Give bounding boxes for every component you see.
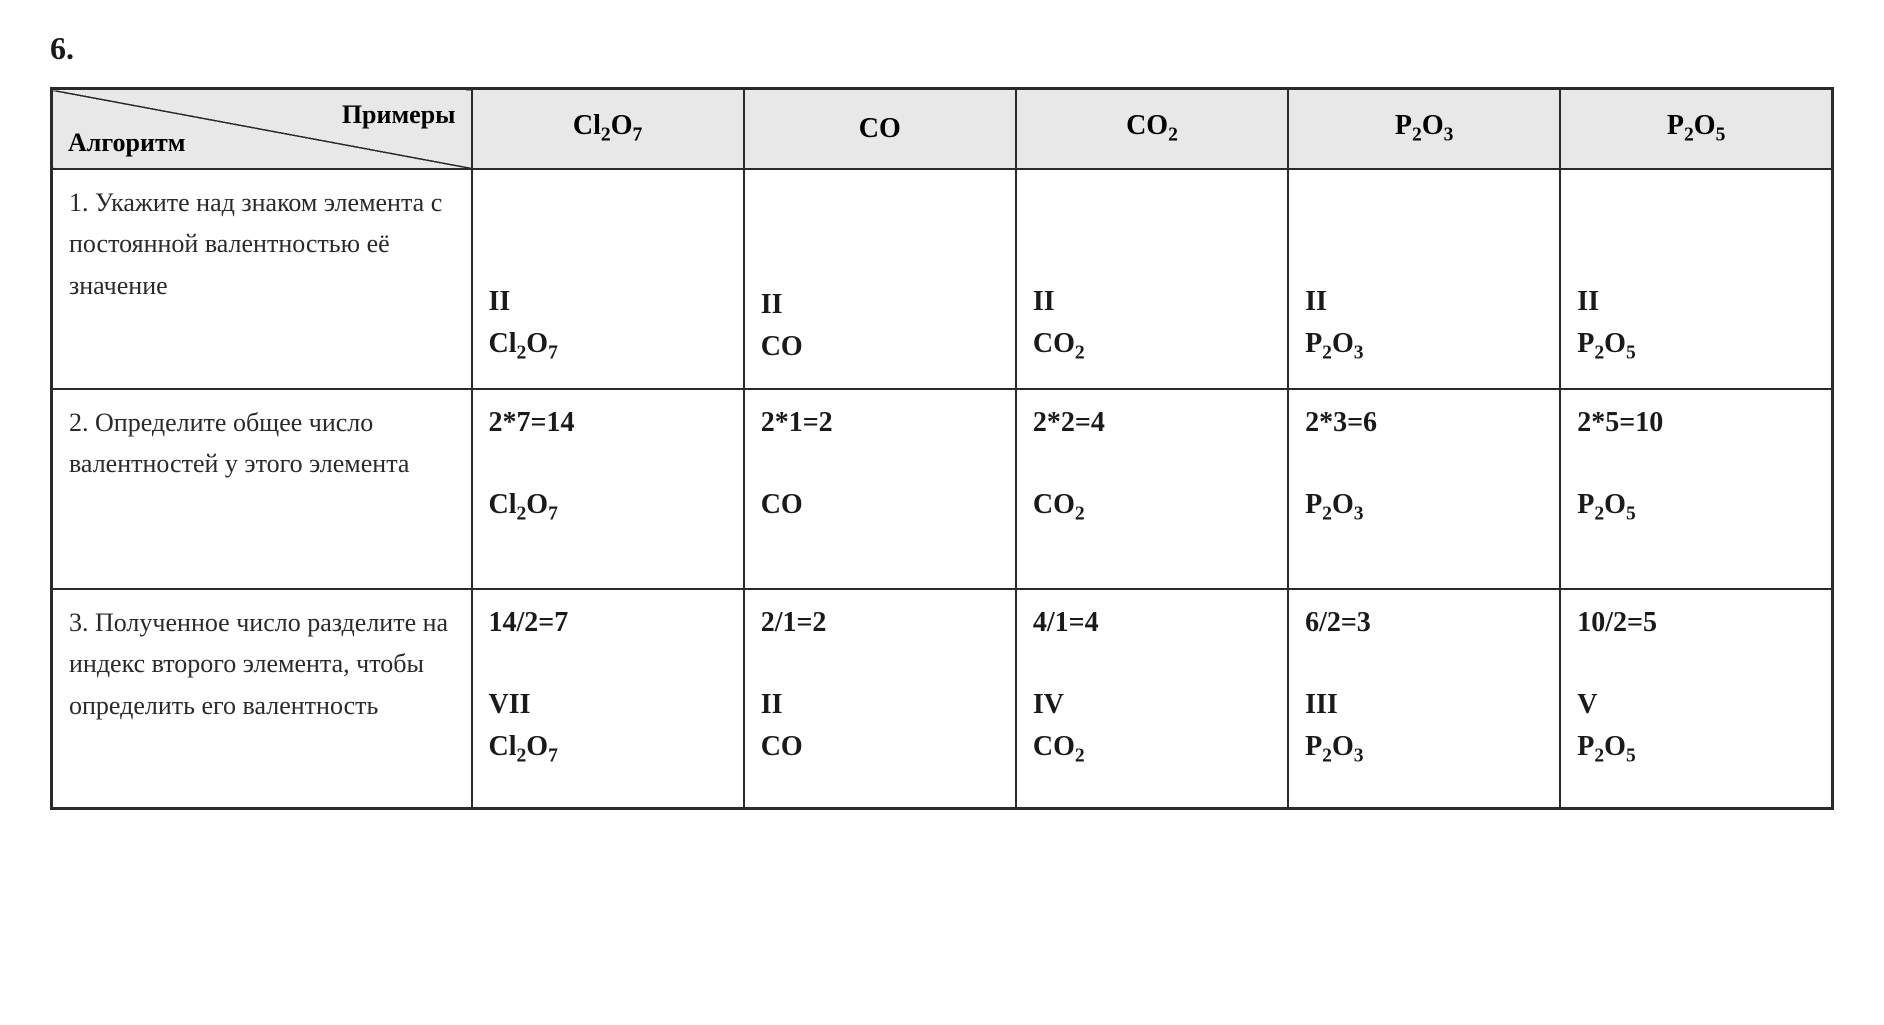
chem-formula: CO [761, 484, 803, 526]
data-cell: 6/2=3 III P2O3 [1288, 589, 1560, 809]
algo-cell-3: 3. Полученное число разделите на индекс … [52, 589, 472, 809]
data-cell: II CO [744, 169, 1016, 389]
algo-cell-2: 2. Определите общее число валентностей у… [52, 389, 472, 589]
data-cell: 4/1=4 IV CO2 [1016, 589, 1288, 809]
header-formula: CO2 [1126, 110, 1178, 141]
roman-numeral: II [761, 684, 783, 726]
data-cell: 2*3=6 P2O3 [1288, 389, 1560, 589]
roman-numeral: VII [489, 684, 531, 726]
table-header-row: Примеры Алгоритм Cl2O7 CO CO2 P2O3 P2O5 [52, 89, 1833, 169]
data-cell: 2*1=2 CO [744, 389, 1016, 589]
data-cell: II P2O3 [1288, 169, 1560, 389]
data-cell: 2/1=2 II CO [744, 589, 1016, 809]
header-bottom-label: Алгоритм [68, 128, 185, 158]
data-cell: 14/2=7 VII Cl2O7 [472, 589, 744, 809]
header-col3: CO2 [1016, 89, 1288, 169]
data-cell: II P2O5 [1560, 169, 1832, 389]
header-formula: CO [859, 113, 901, 144]
header-formula: Cl2O7 [573, 110, 642, 141]
header-col1: Cl2O7 [472, 89, 744, 169]
chem-formula: CO2 [1033, 323, 1085, 368]
header-diagonal-cell: Примеры Алгоритм [52, 89, 472, 169]
chem-formula: CO [761, 726, 803, 768]
calculation: 6/2=3 [1305, 602, 1371, 644]
roman-numeral: V [1577, 684, 1597, 726]
calculation: 10/2=5 [1577, 602, 1657, 644]
header-formula: P2O5 [1667, 110, 1725, 141]
data-cell: II Cl2O7 [472, 169, 744, 389]
algo-cell-1: 1. Укажите над знаком элемента с постоян… [52, 169, 472, 389]
roman-numeral: IV [1033, 684, 1064, 726]
chemistry-table: Примеры Алгоритм Cl2O7 CO CO2 P2O3 P2O5 … [50, 87, 1834, 810]
header-col2: CO [744, 89, 1016, 169]
chem-formula: CO2 [1033, 484, 1085, 529]
chem-formula: Cl2O7 [489, 726, 558, 771]
chem-formula: P2O5 [1577, 323, 1635, 368]
header-formula: P2O3 [1395, 110, 1453, 141]
data-cell: II CO2 [1016, 169, 1288, 389]
chem-formula: CO [761, 326, 803, 368]
chem-formula: P2O5 [1577, 726, 1635, 771]
calculation: 2*7=14 [489, 402, 575, 444]
chem-formula: CO2 [1033, 726, 1085, 771]
roman-numeral: III [1305, 684, 1338, 726]
roman-numeral: II [1305, 281, 1327, 323]
calculation: 2*2=4 [1033, 402, 1105, 444]
roman-numeral: II [761, 284, 783, 326]
data-cell: 2*2=4 CO2 [1016, 389, 1288, 589]
section-number: 6. [50, 30, 1834, 67]
calculation: 2*1=2 [761, 402, 833, 444]
calculation: 14/2=7 [489, 602, 569, 644]
chem-formula: P2O5 [1577, 484, 1635, 529]
data-cell: 10/2=5 V P2O5 [1560, 589, 1832, 809]
chem-formula: P2O3 [1305, 484, 1363, 529]
data-cell: 2*5=10 P2O5 [1560, 389, 1832, 589]
roman-numeral: II [1577, 281, 1599, 323]
chem-formula: Cl2O7 [489, 323, 558, 368]
calculation: 2*5=10 [1577, 402, 1663, 444]
header-top-label: Примеры [342, 100, 456, 130]
roman-numeral: II [1033, 281, 1055, 323]
chem-formula: P2O3 [1305, 323, 1363, 368]
calculation: 2*3=6 [1305, 402, 1377, 444]
table-row: 2. Определите общее число валентностей у… [52, 389, 1833, 589]
chem-formula: P2O3 [1305, 726, 1363, 771]
table-row: 1. Укажите над знаком элемента с постоян… [52, 169, 1833, 389]
chem-formula: Cl2O7 [489, 484, 558, 529]
data-cell: 2*7=14 Cl2O7 [472, 389, 744, 589]
header-col5: P2O5 [1560, 89, 1832, 169]
roman-numeral: II [489, 281, 511, 323]
calculation: 4/1=4 [1033, 602, 1099, 644]
calculation: 2/1=2 [761, 602, 827, 644]
header-col4: P2O3 [1288, 89, 1560, 169]
table-row: 3. Полученное число разделите на индекс … [52, 589, 1833, 809]
